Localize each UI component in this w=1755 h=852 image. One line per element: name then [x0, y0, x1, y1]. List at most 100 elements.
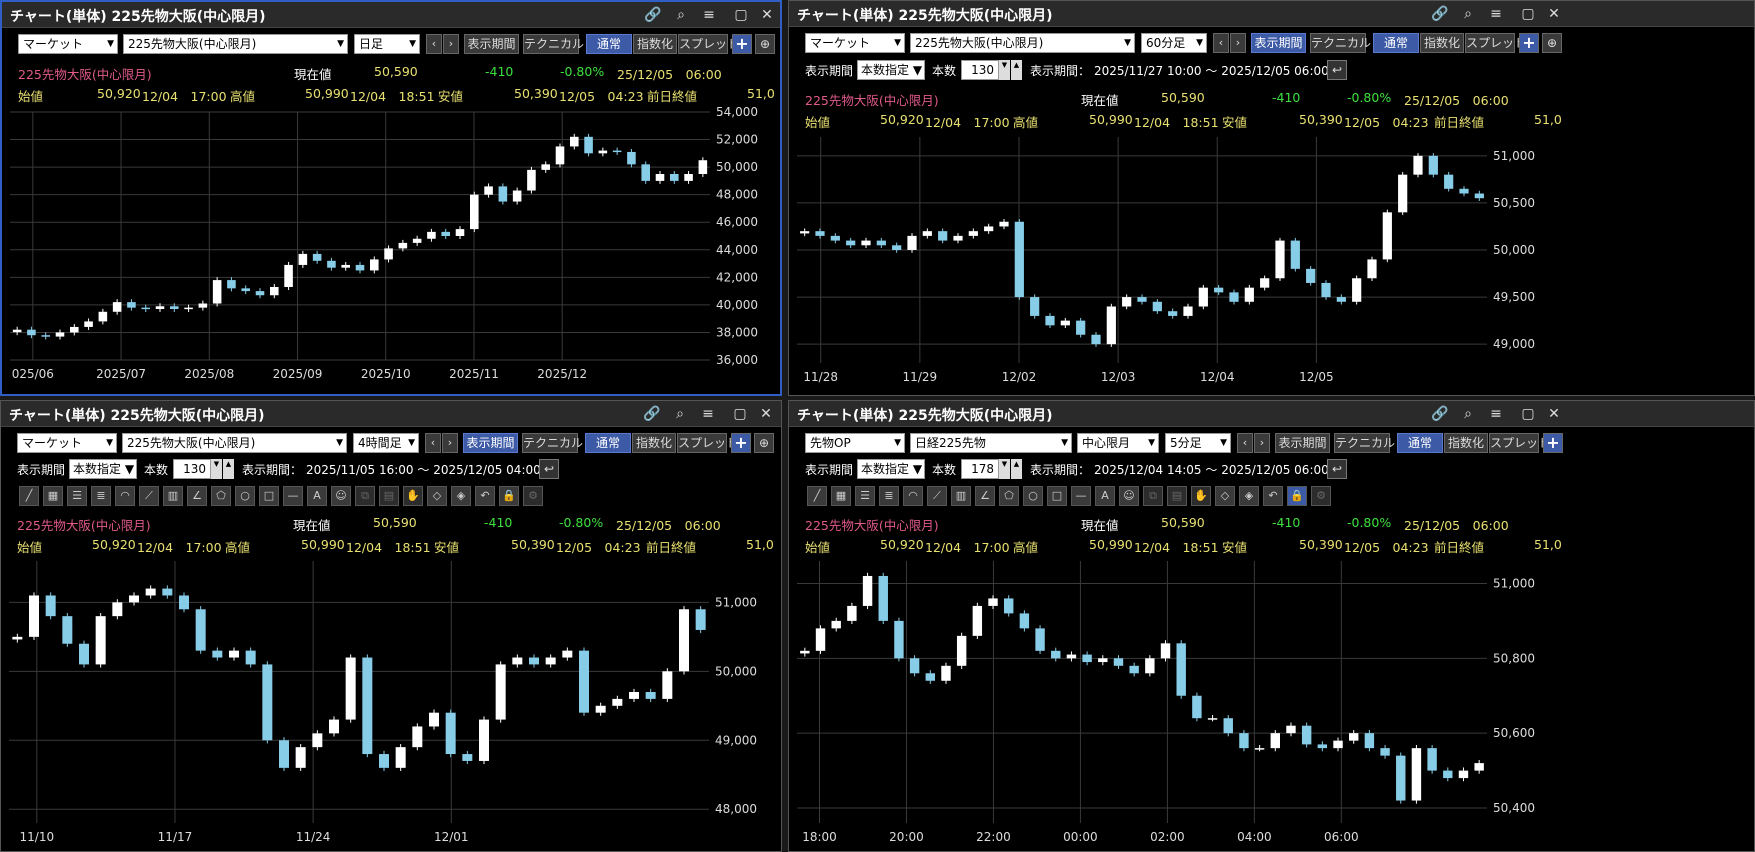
zoom-icon[interactable]: ⊕ — [754, 433, 774, 453]
interval-select[interactable]: 日足 ▼ — [354, 34, 420, 54]
index-button[interactable]: 指数化 — [1444, 433, 1488, 453]
eraser-all-tool-icon[interactable]: ◈ — [451, 486, 471, 506]
search-icon[interactable]: ⌕ — [1464, 6, 1472, 22]
hand-tool-icon[interactable]: ✋ — [1191, 486, 1211, 506]
panel-titlebar[interactable]: チャート(単体) 225先物大阪(中心限月) 🔗 ⌕ ≡ ▢ ✕ — [789, 401, 1754, 427]
count-spinner[interactable]: ▼ — [999, 459, 1010, 479]
angle-tool-icon[interactable]: ∠ — [975, 486, 995, 506]
icon-tool-icon[interactable]: ☺ — [1119, 486, 1139, 506]
count-spinner[interactable]: ▼ — [211, 459, 222, 479]
next-button[interactable]: › — [1230, 33, 1246, 53]
search-icon[interactable]: ⌕ — [1464, 406, 1472, 422]
index-button[interactable]: 指数化 — [1420, 33, 1464, 53]
panel-titlebar[interactable]: チャート(単体) 225先物大阪(中心限月) 🔗 ⌕ ≡ ▢ ✕ — [789, 1, 1754, 27]
hline-tool-icon[interactable]: — — [1071, 486, 1091, 506]
count-spinner-up[interactable]: ▲ — [1011, 60, 1022, 80]
spread-button[interactable]: スプレッド — [678, 34, 739, 54]
market-select[interactable]: 先物OP ▼ — [805, 433, 905, 453]
angle-tool-icon[interactable]: ∠ — [187, 486, 207, 506]
price-chart[interactable]: 51,000 50,000 49,000 48,000 11/10 11/17 11/24 1… — [1, 555, 781, 849]
interval-select[interactable]: 4時間足 ▼ — [353, 433, 419, 453]
rectangle-tool-icon[interactable]: □ — [259, 486, 279, 506]
close-icon[interactable]: ✕ — [760, 406, 772, 422]
symbol-select[interactable]: 225先物大阪(中心限月) ▼ — [910, 33, 1135, 53]
symbol-select[interactable]: 225先物大阪(中心限月) ▼ — [122, 433, 347, 453]
index-button[interactable]: 指数化 — [632, 433, 676, 453]
settings-tool-icon[interactable]: ⚙ — [523, 486, 543, 506]
count-spinner[interactable]: ▼ — [999, 60, 1010, 80]
eraser-tool-icon[interactable]: ◇ — [427, 486, 447, 506]
menu-icon[interactable]: ≡ — [1490, 406, 1502, 422]
text-tool-icon[interactable]: A — [1095, 486, 1115, 506]
menu-icon[interactable]: ≡ — [1490, 6, 1502, 22]
pentagon-tool-icon[interactable]: ⬠ — [999, 486, 1019, 506]
bar-count-input[interactable]: 178 — [961, 459, 999, 479]
prev-button[interactable]: ‹ — [426, 34, 442, 54]
count-spinner-up[interactable]: ▲ — [1011, 459, 1022, 479]
fan-tool-icon[interactable]: ⟋ — [139, 486, 159, 506]
link-icon[interactable]: 🔗 — [644, 7, 662, 23]
link-icon[interactable]: 🔗 — [1431, 6, 1449, 22]
add-button[interactable]: + — [1519, 33, 1539, 53]
close-icon[interactable]: ✕ — [1548, 406, 1560, 422]
panel-titlebar[interactable]: チャート(単体) 225先物大阪(中心限月) 🔗 ⌕ ≡ ▢ ✕ — [1, 401, 781, 427]
period-button[interactable]: 表示期間 — [1275, 433, 1330, 453]
ruler-tool-icon[interactable]: ▦ — [831, 486, 851, 506]
ruler-tool-icon[interactable]: ▦ — [43, 486, 63, 506]
technical-button[interactable]: テクニカル — [1310, 33, 1371, 53]
bar-count-input[interactable]: 130 — [173, 459, 211, 479]
count-spinner-up[interactable]: ▲ — [223, 459, 234, 479]
grid-lines-tool-icon[interactable]: ≣ — [91, 486, 111, 506]
hlines-tool-icon[interactable]: ☰ — [67, 486, 87, 506]
maximize-icon[interactable]: ▢ — [734, 7, 748, 23]
prev-button[interactable]: ‹ — [1237, 433, 1253, 453]
hand-tool-icon[interactable]: ✋ — [403, 486, 423, 506]
hlines-tool-icon[interactable]: ☰ — [855, 486, 875, 506]
period-button[interactable]: 表示期間 — [464, 34, 519, 54]
bar-count-input[interactable]: 130 — [961, 60, 999, 80]
price-chart[interactable]: 51,000 50,500 50,000 49,500 49,000 11/28 11/29… — [789, 131, 1559, 389]
normal-button[interactable]: 通常 — [1397, 433, 1443, 453]
pentagon-tool-icon[interactable]: ⬠ — [211, 486, 231, 506]
panel-titlebar[interactable]: チャート(単体) 225先物大阪(中心限月) 🔗 ⌕ ≡ ▢ ✕ — [2, 2, 780, 28]
period-mode-select[interactable]: 本数指定 ▼ — [69, 459, 137, 479]
paste-tool-icon[interactable]: ▤ — [1167, 486, 1187, 506]
settings-tool-icon[interactable]: ⚙ — [1311, 486, 1331, 506]
period-mode-select[interactable]: 本数指定 ▼ — [857, 60, 925, 80]
spread-button[interactable]: スプレッド — [677, 433, 738, 453]
add-button[interactable]: + — [732, 34, 752, 54]
period-button[interactable]: 表示期間 — [1251, 33, 1306, 53]
trendline-tool-icon[interactable]: ╱ — [807, 486, 827, 506]
interval-select[interactable]: 60分足 ▼ — [1141, 33, 1207, 53]
spread-button[interactable]: スプレッド — [1465, 33, 1526, 53]
add-button[interactable]: + — [731, 433, 751, 453]
undo-tool-icon[interactable]: ↶ — [475, 486, 495, 506]
symbol-select[interactable]: 日経225先物 ▼ — [910, 433, 1072, 453]
paste-tool-icon[interactable]: ▤ — [379, 486, 399, 506]
technical-button[interactable]: テクニカル — [523, 34, 584, 54]
reset-icon[interactable]: ↩ — [539, 459, 559, 479]
index-button[interactable]: 指数化 — [633, 34, 677, 54]
text-tool-icon[interactable]: A — [307, 486, 327, 506]
eraser-tool-icon[interactable]: ◇ — [1215, 486, 1235, 506]
add-button[interactable]: + — [1543, 433, 1563, 453]
circle-tool-icon[interactable]: ○ — [235, 486, 255, 506]
copy-tool-icon[interactable]: ⧉ — [355, 486, 375, 506]
technical-button[interactable]: テクニカル — [522, 433, 583, 453]
undo-tool-icon[interactable]: ↶ — [1263, 486, 1283, 506]
fan-tool-icon[interactable]: ⟋ — [927, 486, 947, 506]
link-icon[interactable]: 🔗 — [643, 406, 661, 422]
eraser-all-tool-icon[interactable]: ◈ — [1239, 486, 1259, 506]
next-button[interactable]: › — [1254, 433, 1270, 453]
rectangle-tool-icon[interactable]: □ — [1047, 486, 1067, 506]
vlines-tool-icon[interactable]: ▥ — [163, 486, 183, 506]
prev-button[interactable]: ‹ — [1213, 33, 1229, 53]
technical-button[interactable]: テクニカル — [1334, 433, 1395, 453]
maximize-icon[interactable]: ▢ — [1521, 406, 1535, 422]
close-icon[interactable]: ✕ — [761, 7, 773, 23]
spread-button[interactable]: スプレッド — [1489, 433, 1550, 453]
zoom-icon[interactable]: ⊕ — [755, 34, 775, 54]
menu-icon[interactable]: ≡ — [703, 7, 715, 23]
menu-icon[interactable]: ≡ — [702, 406, 714, 422]
hline-tool-icon[interactable]: — — [283, 486, 303, 506]
